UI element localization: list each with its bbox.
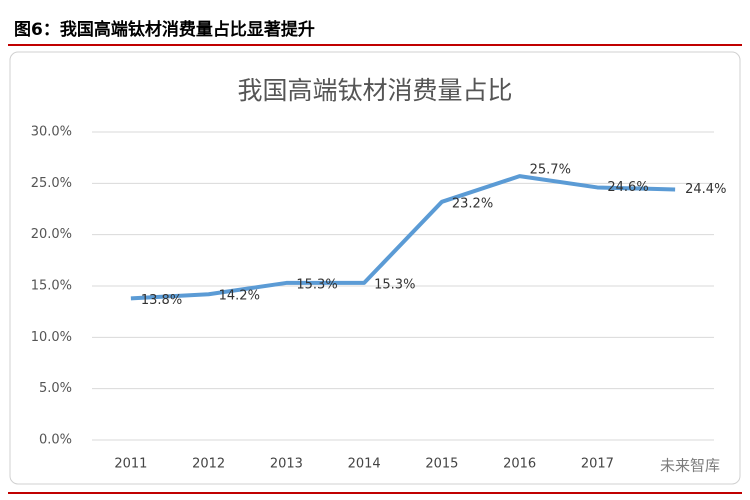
data-label: 14.2% xyxy=(219,289,260,304)
data-label: 25.7% xyxy=(530,163,571,178)
watermark: 未来智库 xyxy=(660,457,720,475)
data-label: 15.3% xyxy=(374,277,415,292)
x-tick-label: 2015 xyxy=(425,457,458,472)
x-tick-label: 2016 xyxy=(503,457,536,472)
y-tick-label: 25.0% xyxy=(31,176,72,191)
data-label: 23.2% xyxy=(452,196,493,211)
x-tick-label: 2017 xyxy=(581,457,614,472)
y-tick-label: 10.0% xyxy=(31,330,72,345)
x-tick-label: 2013 xyxy=(270,457,303,472)
chart-frame xyxy=(9,51,741,485)
y-tick-label: 0.0% xyxy=(39,433,72,448)
data-label: 15.3% xyxy=(296,277,337,292)
y-tick-label: 30.0% xyxy=(31,125,72,140)
x-tick-label: 2014 xyxy=(348,457,381,472)
x-tick-label: 2011 xyxy=(114,457,147,472)
data-label: 24.4% xyxy=(685,182,726,197)
header-title: 图6：我国高端钛材消费量占比显著提升 xyxy=(14,19,315,40)
chart-title: 我国高端钛材消费量占比 xyxy=(237,76,512,105)
series-line xyxy=(130,174,676,301)
y-tick-label: 15.0% xyxy=(31,279,72,294)
y-tick-label: 5.0% xyxy=(39,381,72,396)
x-tick-label: 2012 xyxy=(192,457,225,472)
data-label: 13.8% xyxy=(141,293,182,308)
plot: 0.0% 5.0% 10.0% 15.0% 20.0% 25.0% 30.0% 2011 201… xyxy=(31,125,727,472)
y-tick-label: 20.0% xyxy=(31,227,72,242)
data-label: 24.6% xyxy=(607,180,648,195)
